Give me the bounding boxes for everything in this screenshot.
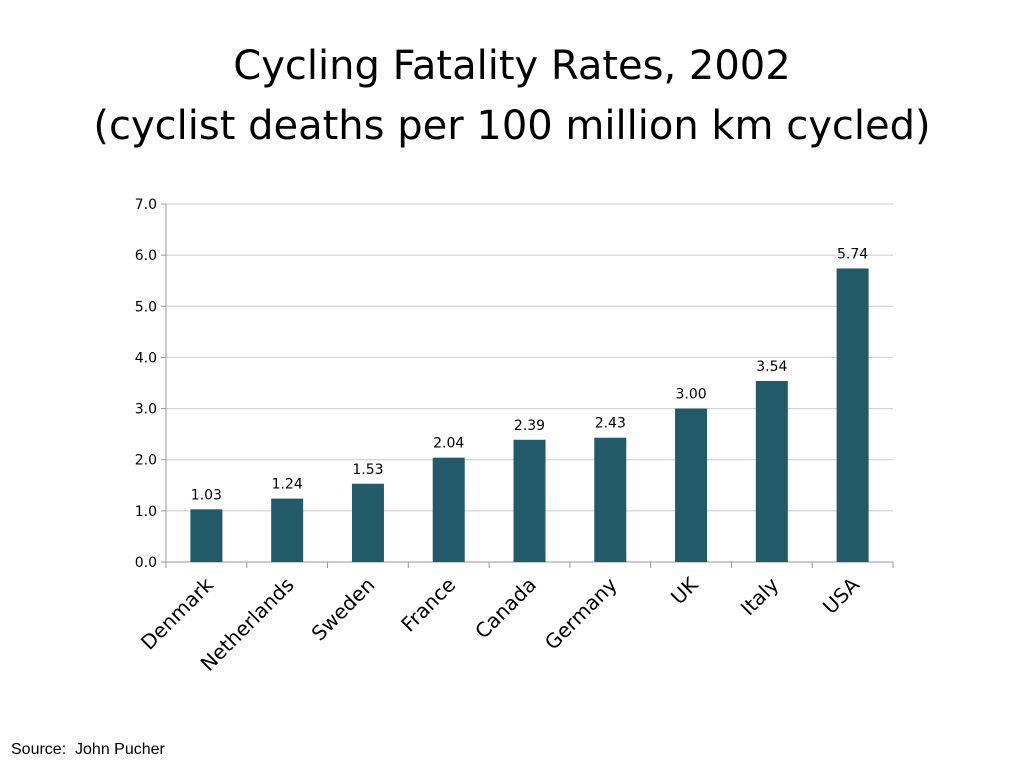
y-tick-label: 6.0 bbox=[135, 248, 157, 264]
bars bbox=[190, 268, 869, 562]
data-label: 5.74 bbox=[837, 246, 868, 262]
bar-uk bbox=[675, 408, 708, 562]
data-labels: 1.03 1.24 1.53 2.04 2.39 2.43 3.00 3.54 5.74 bbox=[191, 246, 868, 503]
category-label: Canada bbox=[470, 573, 541, 644]
y-tick-label: 7.0 bbox=[135, 197, 157, 213]
bar-germany bbox=[594, 437, 627, 562]
data-label: 1.24 bbox=[272, 477, 303, 493]
y-tick-label: 4.0 bbox=[135, 350, 157, 366]
bar-denmark bbox=[190, 509, 223, 562]
bar-netherlands bbox=[271, 498, 304, 562]
chart-title: Cycling Fatality Rates, 2002 (cyclist de… bbox=[0, 36, 1024, 156]
category-label: Denmark bbox=[136, 572, 218, 654]
data-label: 2.39 bbox=[514, 418, 545, 434]
data-label: 3.54 bbox=[756, 359, 787, 375]
category-label: UK bbox=[666, 572, 703, 609]
chart-title-line-2: (cyclist deaths per 100 million km cycle… bbox=[93, 103, 931, 149]
bar-france bbox=[432, 457, 465, 562]
data-label: 1.03 bbox=[191, 487, 222, 503]
y-tick-label: 1.0 bbox=[135, 504, 157, 520]
data-label: 1.53 bbox=[352, 462, 383, 478]
bar-canada bbox=[513, 439, 546, 562]
y-tick-label: 5.0 bbox=[135, 299, 157, 315]
category-label: Germany bbox=[540, 572, 622, 654]
bar-usa bbox=[836, 268, 869, 562]
category-label: Sweden bbox=[307, 573, 380, 646]
chart-title-line-1: Cycling Fatality Rates, 2002 bbox=[233, 43, 791, 89]
data-label: 2.04 bbox=[433, 436, 464, 452]
y-tick-label: 2.0 bbox=[135, 453, 157, 469]
axes: 0.0 1.0 2.0 3.0 4.0 5.0 6.0 7.0 bbox=[135, 197, 894, 571]
category-label: USA bbox=[818, 572, 864, 618]
category-label: Italy bbox=[736, 572, 784, 620]
bar-italy bbox=[755, 380, 788, 562]
category-label: France bbox=[396, 573, 460, 637]
y-tick-label: 3.0 bbox=[135, 402, 157, 418]
data-label: 3.00 bbox=[675, 387, 706, 403]
y-tick-label: 0.0 bbox=[135, 555, 157, 571]
bar-sweden bbox=[351, 483, 384, 562]
source-note: Source: John Pucher bbox=[11, 741, 165, 758]
data-label: 2.43 bbox=[595, 416, 626, 432]
